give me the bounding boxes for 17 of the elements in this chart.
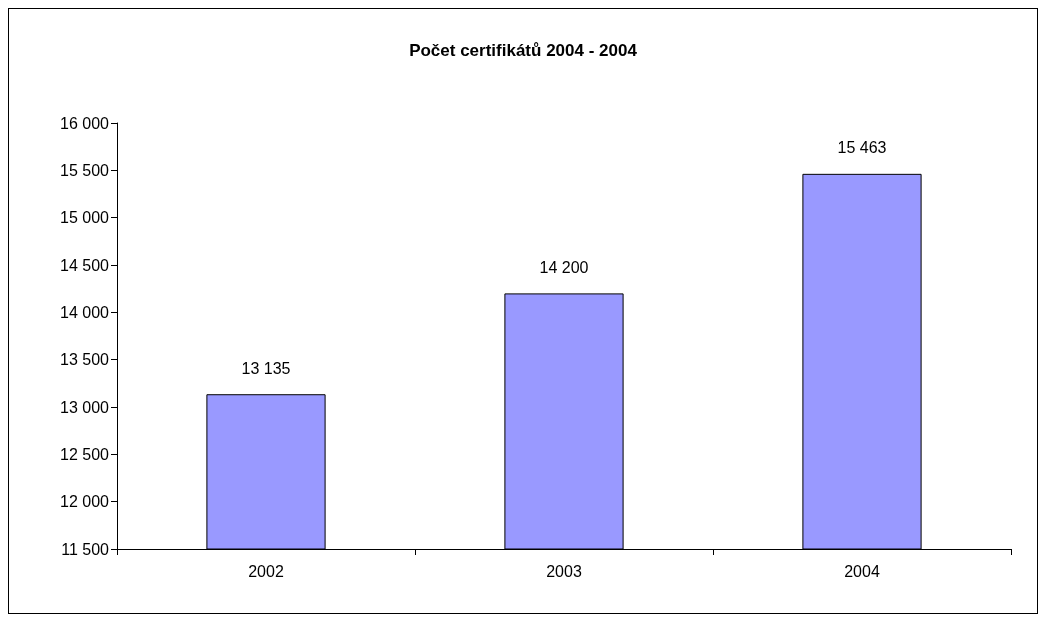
y-tick-label: 16 000: [60, 114, 110, 132]
x-tick-label: 2004: [844, 562, 880, 580]
y-tick-label: 13 000: [60, 398, 110, 416]
data-label: 13 135: [241, 359, 291, 377]
x-tick-label: 2002: [248, 562, 284, 580]
y-tick-label: 15 500: [60, 161, 110, 179]
x-tick-label: 2003: [546, 562, 582, 580]
y-tick-label: 12 000: [60, 493, 110, 511]
y-tick-label: 15 000: [60, 209, 110, 227]
data-label: 15 463: [837, 139, 887, 157]
y-tick-label: 11 500: [61, 540, 110, 558]
chart-title: Počet certifikátů 2004 - 2004: [409, 41, 638, 60]
y-tick-label: 14 500: [60, 256, 110, 274]
y-tick-label: 13 500: [60, 351, 110, 369]
y-tick-label: 12 500: [60, 445, 110, 463]
y-tick-label: 14 000: [60, 303, 110, 321]
data-label: 14 200: [539, 258, 589, 276]
